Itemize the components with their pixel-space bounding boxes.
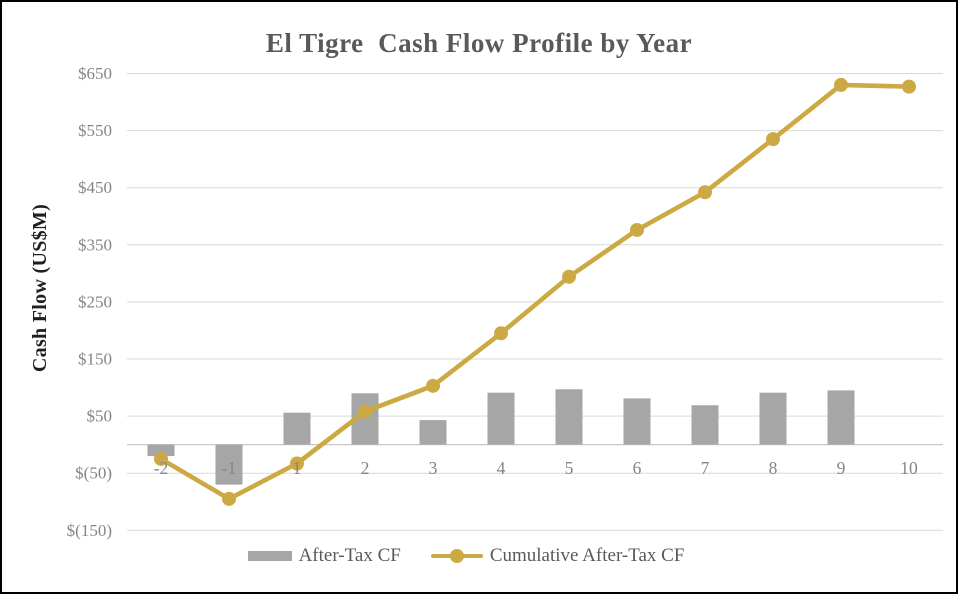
legend: After-Tax CF Cumulative After-Tax CF — [2, 545, 956, 567]
y-tick-label: $450 — [78, 178, 112, 197]
line-marker — [834, 77, 848, 92]
line-series-cumulative-after-tax-cf — [154, 77, 916, 506]
legend-line-dot — [449, 549, 464, 563]
bar — [283, 412, 311, 445]
y-axis-title: Cash Flow (US$M) — [29, 203, 51, 373]
line-marker — [630, 222, 644, 237]
legend-item-after-tax-cf: After-Tax CF — [247, 545, 401, 567]
y-tick-label: $50 — [87, 407, 113, 426]
bar — [827, 390, 855, 445]
legend-item-cumulative-after-tax-cf: Cumulative After-Tax CF — [430, 545, 685, 567]
category-label: 10 — [900, 458, 918, 478]
bar — [487, 392, 515, 445]
cumulative-line — [158, 82, 912, 502]
line-marker — [290, 456, 304, 471]
category-label: -2 — [154, 458, 169, 478]
line-marker — [222, 491, 236, 506]
category-label: 3 — [429, 458, 438, 478]
y-tick-label: $650 — [78, 64, 112, 83]
bar — [555, 389, 583, 445]
category-label: 9 — [837, 458, 846, 478]
bar-series-swatch-icon — [247, 551, 292, 561]
line-marker — [426, 378, 440, 393]
y-tick-label: $(150) — [67, 521, 112, 540]
line-marker — [562, 269, 576, 284]
bar-series-after-tax-cf — [147, 389, 855, 485]
y-tick-label: $550 — [78, 121, 112, 140]
category-label: 7 — [701, 458, 710, 478]
y-tick-label: $350 — [78, 235, 112, 254]
line-marker — [154, 451, 168, 466]
chart-title: El Tigre Cash Flow Profile by Year — [265, 28, 693, 58]
y-tick-label: $(50) — [75, 464, 112, 483]
line-series-marker-icon — [430, 548, 483, 564]
bar — [759, 392, 787, 445]
line-marker — [902, 79, 916, 94]
line-marker — [494, 326, 508, 341]
line-marker — [766, 132, 780, 147]
line-marker — [358, 404, 372, 419]
line-marker — [698, 185, 712, 200]
category-label: 2 — [361, 458, 370, 478]
bar — [623, 398, 651, 445]
legend-label-cumulative-after-tax-cf: Cumulative After-Tax CF — [489, 545, 685, 566]
category-label: 1 — [293, 458, 302, 478]
bar — [215, 444, 243, 485]
y-tick-label: $250 — [78, 292, 112, 311]
bar — [691, 405, 719, 445]
x-axis-labels: -2 -1 1 2 3 4 5 6 7 8 9 10 — [154, 458, 918, 478]
category-label: 6 — [633, 458, 642, 478]
category-label: 5 — [565, 458, 574, 478]
y-axis-labels: $650 $550 $450 $350 $250 $150 $50 $(50) $(150) — [67, 64, 112, 540]
gridlines — [127, 73, 943, 531]
category-label: -1 — [222, 458, 237, 478]
bar — [419, 420, 447, 445]
category-label: 4 — [497, 458, 506, 478]
legend-label-after-tax-cf: After-Tax CF — [298, 545, 401, 566]
y-tick-label: $150 — [78, 350, 112, 369]
category-label: 8 — [769, 458, 778, 478]
bar — [147, 444, 175, 457]
